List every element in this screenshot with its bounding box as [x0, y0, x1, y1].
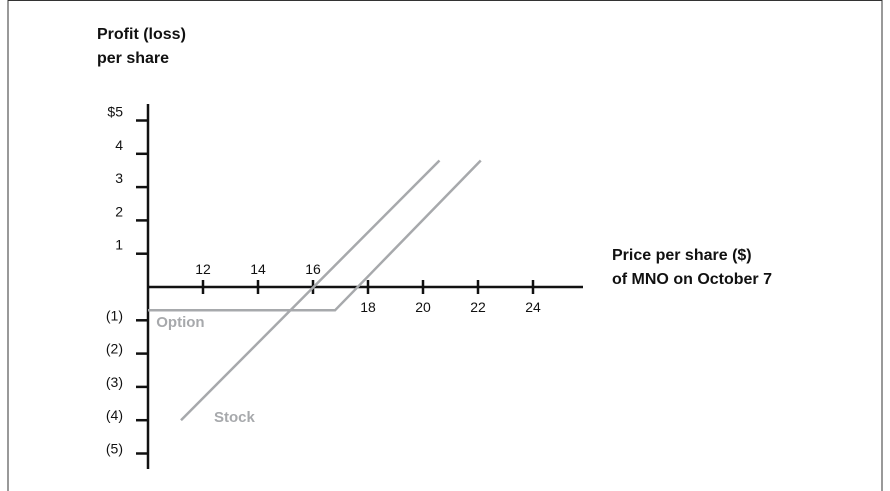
y-tick-label: (1): [106, 307, 123, 323]
series-label: Stock: [214, 409, 256, 426]
y-tick-label: 2: [115, 203, 123, 219]
x-tick-label: 18: [360, 299, 376, 315]
y-tick-label: (5): [106, 441, 123, 457]
series-line-stock: [180, 159, 441, 422]
x-tick-label: 22: [470, 299, 486, 315]
series-line-option: [148, 159, 482, 312]
y-tick-label: 3: [115, 170, 123, 186]
x-axis-label-line1: Price per share ($): [612, 247, 752, 264]
y-tick-label: (3): [106, 374, 123, 390]
y-tick-label: (2): [106, 341, 123, 357]
series-label: Option: [156, 314, 204, 331]
x-tick-label: 16: [305, 261, 321, 277]
x-tick-label: 14: [250, 261, 266, 277]
x-tick-label: 20: [415, 299, 431, 315]
y-tick-label: $5: [107, 104, 123, 120]
y-tick-label: (4): [106, 407, 123, 423]
x-tick-label: 24: [525, 299, 541, 315]
x-axis-label-line2: of MNO on October 7: [612, 271, 772, 288]
y-tick-label: 1: [115, 237, 123, 253]
chart-title-line1: Profit (loss): [97, 26, 186, 43]
chart-title-line2: per share: [97, 50, 170, 67]
x-tick-label: 12: [195, 261, 211, 277]
y-tick-label: 4: [115, 137, 123, 153]
